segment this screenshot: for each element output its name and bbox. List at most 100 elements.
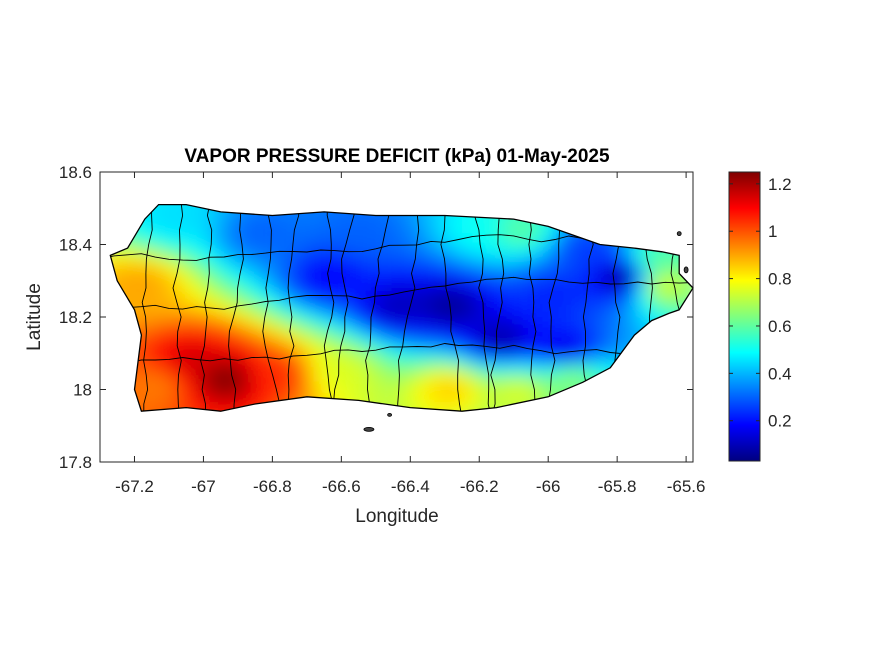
- vpd-cell: [348, 363, 360, 373]
- vpd-cell: [379, 328, 391, 339]
- y-axis-label: Latitude: [24, 283, 45, 351]
- vpd-cell: [255, 285, 267, 295]
- vpd-cell: [244, 215, 256, 225]
- vpd-cell: [389, 276, 401, 286]
- vpd-cell: [617, 319, 629, 330]
- vpd-cell: [451, 215, 463, 225]
- vpd-cell: [534, 241, 546, 252]
- colorbar-tick-label: 1: [768, 222, 777, 241]
- vpd-cell: [255, 302, 267, 312]
- vpd-cell: [317, 354, 329, 365]
- vpd-cell: [141, 406, 153, 412]
- vpd-cell: [441, 293, 453, 304]
- vpd-cell: [244, 372, 256, 382]
- vpd-cell: [182, 259, 194, 269]
- vpd-cell: [410, 276, 422, 286]
- vpd-cell: [151, 406, 163, 412]
- vpd-cell: [399, 241, 411, 252]
- vpd-cell: [534, 328, 546, 339]
- municipality-boundary: [542, 204, 563, 412]
- vpd-cell: [462, 354, 474, 365]
- vpd-cell: [275, 250, 287, 260]
- colorbar-axis: 1.2 1 0.8 0.6 0.4 0.2: [729, 175, 792, 431]
- vpd-cell: [327, 267, 339, 278]
- vpd-cell: [389, 389, 401, 399]
- vpd-cell: [172, 206, 184, 217]
- vpd-cell: [182, 250, 194, 260]
- vpd-cell: [534, 250, 546, 260]
- vpd-cell: [555, 372, 567, 382]
- vpd-cell: [524, 302, 536, 312]
- vpd-cell: [286, 354, 298, 365]
- vpd-cell: [472, 232, 484, 243]
- vpd-cell: [399, 224, 411, 234]
- vpd-cell: [224, 276, 236, 286]
- vpd-cell: [565, 293, 577, 304]
- vpd-cell: [503, 398, 515, 408]
- vpd-cell: [503, 372, 515, 382]
- municipality-boundary: [284, 204, 300, 412]
- vpd-cell: [420, 328, 432, 339]
- vpd-cell: [213, 250, 225, 260]
- vpd-cell: [462, 259, 474, 269]
- vpd-cell: [296, 389, 308, 399]
- vpd-cell: [410, 267, 422, 278]
- vpd-cell: [317, 276, 329, 286]
- vpd-cell: [172, 241, 184, 252]
- vpd-cell: [286, 337, 298, 347]
- vpd-cell: [389, 302, 401, 312]
- vpd-cell: [296, 293, 308, 304]
- vpd-cell: [203, 380, 215, 391]
- vpd-cell: [348, 259, 360, 269]
- vpd-cell: [596, 354, 608, 365]
- vpd-cell: [451, 354, 463, 365]
- islet: [387, 412, 393, 417]
- vpd-cell: [244, 259, 256, 269]
- municipality-boundary: [110, 276, 694, 311]
- vpd-cell: [337, 259, 349, 269]
- vpd-cell: [182, 215, 194, 225]
- vpd-cell: [255, 293, 267, 304]
- vpd-cell: [141, 311, 153, 321]
- x-tick-label: -67.2: [115, 477, 154, 496]
- vpd-cell: [306, 372, 318, 382]
- vpd-cell: [534, 354, 546, 365]
- vpd-cell: [151, 372, 163, 382]
- vpd-cell: [513, 250, 525, 260]
- vpd-cell: [193, 232, 205, 243]
- vpd-cell: [234, 293, 246, 304]
- vpd-cell: [151, 250, 163, 260]
- vpd-cell: [182, 276, 194, 286]
- vpd-cell: [141, 328, 153, 339]
- vpd-cell: [317, 224, 329, 234]
- vpd-cell: [482, 328, 494, 339]
- vpd-cell: [255, 224, 267, 234]
- vpd-cell: [658, 259, 670, 269]
- vpd-cell: [317, 250, 329, 260]
- vpd-cell: [327, 389, 339, 399]
- vpd-cell: [162, 215, 174, 225]
- vpd-cell: [203, 354, 215, 365]
- vpd-cell: [472, 398, 484, 408]
- vpd-cell: [337, 319, 349, 330]
- vpd-cell: [337, 389, 349, 399]
- vpd-cell: [493, 267, 505, 278]
- vpd-cell: [368, 311, 380, 321]
- vpd-cell: [296, 285, 308, 295]
- vpd-cell: [348, 372, 360, 382]
- vpd-cell: [637, 276, 649, 286]
- vpd-cell: [348, 250, 360, 260]
- municipality-boundary: [489, 204, 505, 412]
- vpd-cell: [379, 215, 391, 225]
- vpd-cell: [534, 285, 546, 295]
- vpd-cell: [596, 337, 608, 347]
- vpd-cell: [565, 380, 577, 391]
- vpd-cell: [296, 372, 308, 382]
- vpd-cell: [348, 337, 360, 347]
- vpd-cell: [493, 389, 505, 399]
- vpd-cell: [462, 215, 474, 225]
- vpd-cell: [296, 380, 308, 391]
- vpd-cell: [337, 285, 349, 295]
- vpd-cell: [162, 337, 174, 347]
- vpd-cell: [493, 337, 505, 347]
